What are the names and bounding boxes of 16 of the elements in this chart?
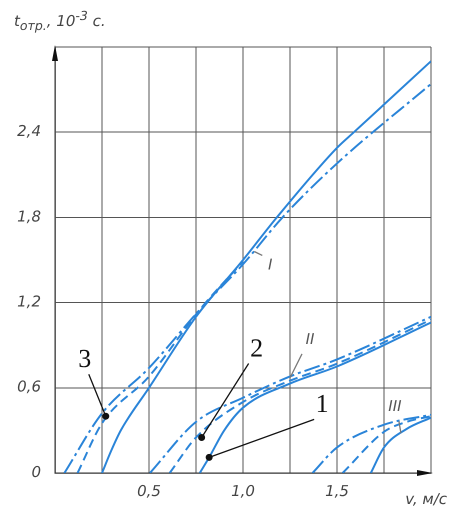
annotation: I <box>268 255 274 274</box>
y-tick-label: 1,8 <box>17 207 41 226</box>
annotation: II <box>306 330 315 348</box>
y-tick-label: 0,6 <box>17 378 41 396</box>
annotation: 2 <box>250 333 264 362</box>
annotation: 3 <box>78 344 92 374</box>
annotation: 1 <box>316 389 329 418</box>
x-tick-label: 1,0 <box>231 482 255 500</box>
x-tick-label: 0,5 <box>137 482 161 500</box>
x-axis-title: v, м/с <box>405 490 447 508</box>
y-tick-label: 2,4 <box>17 122 41 140</box>
y-axis-title: t$_{отр.}$, 10$^{-3}$ с. <box>14 8 106 33</box>
y-tick-label: 1,2 <box>17 292 41 310</box>
x-tick-label: 1,5 <box>325 482 349 500</box>
annotation: III <box>388 397 402 416</box>
y-tick-label: 0 <box>31 462 41 481</box>
